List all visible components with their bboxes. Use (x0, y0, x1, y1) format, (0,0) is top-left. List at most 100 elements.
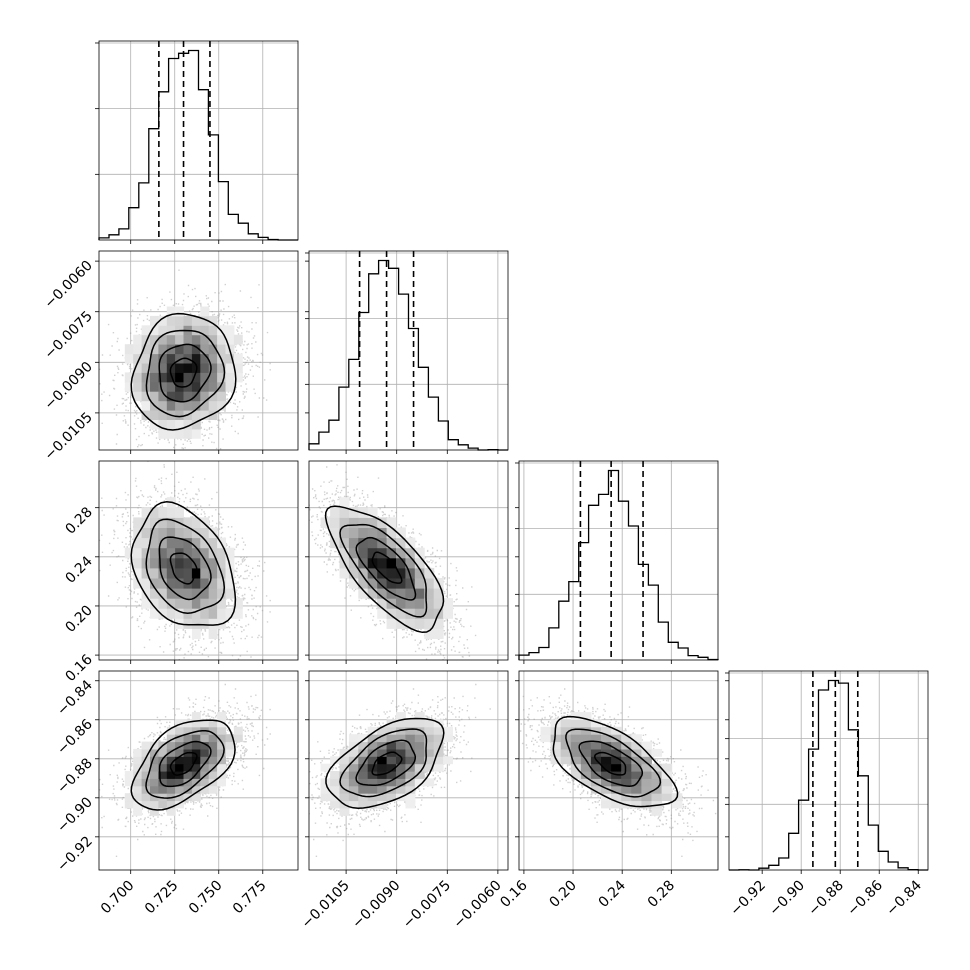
density-cell (175, 756, 184, 765)
density-cell (133, 793, 143, 802)
density-cell (217, 741, 226, 750)
density-cell (141, 741, 151, 750)
density-cell (396, 741, 406, 750)
density-cell (424, 763, 435, 772)
density-cell (414, 748, 425, 757)
density-cell (183, 315, 193, 326)
density-cell (191, 726, 201, 735)
density-cell (217, 557, 226, 569)
density-cell (621, 748, 632, 757)
density-cell (166, 325, 176, 336)
density-cell (150, 517, 159, 528)
density-cell (200, 517, 210, 528)
x-tick-label: 0.700 (98, 878, 138, 918)
density-cell (158, 315, 168, 326)
density-cell (191, 410, 201, 420)
density-cell (396, 537, 406, 549)
density-cell (200, 785, 210, 794)
density-cell (377, 778, 388, 787)
density-cell (141, 527, 151, 539)
density-cell (217, 588, 226, 599)
density-cell (233, 363, 243, 373)
density-cell (133, 537, 143, 549)
density-cell (621, 763, 632, 772)
density-cell (339, 748, 350, 757)
density-cell (133, 578, 143, 589)
density-cell (133, 756, 143, 765)
density-cell (570, 741, 582, 750)
panel-content (309, 461, 508, 660)
density-cell (621, 785, 632, 794)
density-cell (377, 785, 388, 794)
density-cell (191, 315, 201, 326)
density-cell (141, 793, 151, 802)
density-cell (208, 400, 218, 411)
density-cell (191, 537, 201, 549)
y-tick-label: 0.20 (62, 602, 95, 635)
density-cell (560, 748, 572, 757)
density-cell (175, 741, 184, 750)
density-cell (443, 608, 453, 619)
density-cell (200, 381, 210, 392)
density-cell (348, 578, 359, 589)
density-cell (233, 734, 243, 743)
density-cell (208, 598, 218, 609)
density-cell (358, 763, 369, 772)
density-cell (661, 763, 673, 772)
density-cell (433, 748, 444, 757)
density-cell (191, 778, 201, 787)
density-cell (377, 517, 388, 528)
density-cell (631, 771, 642, 779)
density-cell (141, 334, 151, 345)
x-tick-label: 0.28 (645, 878, 678, 911)
density-cell (396, 527, 406, 539)
density-cell (367, 517, 378, 528)
panel-frame (98, 670, 299, 871)
density-cell (183, 363, 193, 373)
density-cell (367, 726, 378, 735)
density-cell (570, 712, 582, 720)
density-cell (166, 334, 176, 345)
density-cell (191, 372, 201, 383)
density-cell (158, 400, 168, 411)
density-cell (367, 734, 378, 743)
density-cell (191, 598, 201, 609)
density-cell (377, 726, 388, 735)
density-cell (191, 517, 201, 528)
density-cell (443, 734, 453, 743)
density-cell (200, 748, 210, 757)
density-cell (133, 547, 143, 559)
density-cell (339, 497, 350, 508)
density-cell (358, 537, 369, 549)
x-tick-label: −0.90 (766, 878, 808, 920)
density-cell (150, 741, 159, 750)
density-cell (150, 372, 159, 383)
density-cell (166, 588, 176, 599)
density-cell (348, 748, 359, 757)
density-cell (233, 608, 243, 619)
density-cell (158, 344, 168, 355)
density-cell (141, 748, 151, 757)
density-cell (386, 741, 397, 750)
density-cell (396, 778, 406, 787)
density-cell (183, 557, 193, 569)
density-cell (611, 763, 622, 772)
density-cell (631, 741, 642, 750)
density-cell (405, 771, 416, 779)
density-cell (200, 547, 210, 559)
density-cell (200, 344, 210, 355)
density-cell (217, 598, 226, 609)
density-cell (166, 578, 176, 589)
density-cell (158, 428, 168, 439)
scatter-panel-3-1 (308, 670, 509, 871)
density-cell (225, 578, 235, 589)
density-cell (158, 517, 168, 528)
density-cell (166, 527, 176, 539)
density-cell (651, 785, 663, 794)
density-cell (560, 726, 572, 735)
density-cell (166, 537, 176, 549)
density-cell (175, 748, 184, 757)
density-cell (377, 588, 388, 599)
density-cell (200, 778, 210, 787)
density-cell (191, 719, 201, 728)
